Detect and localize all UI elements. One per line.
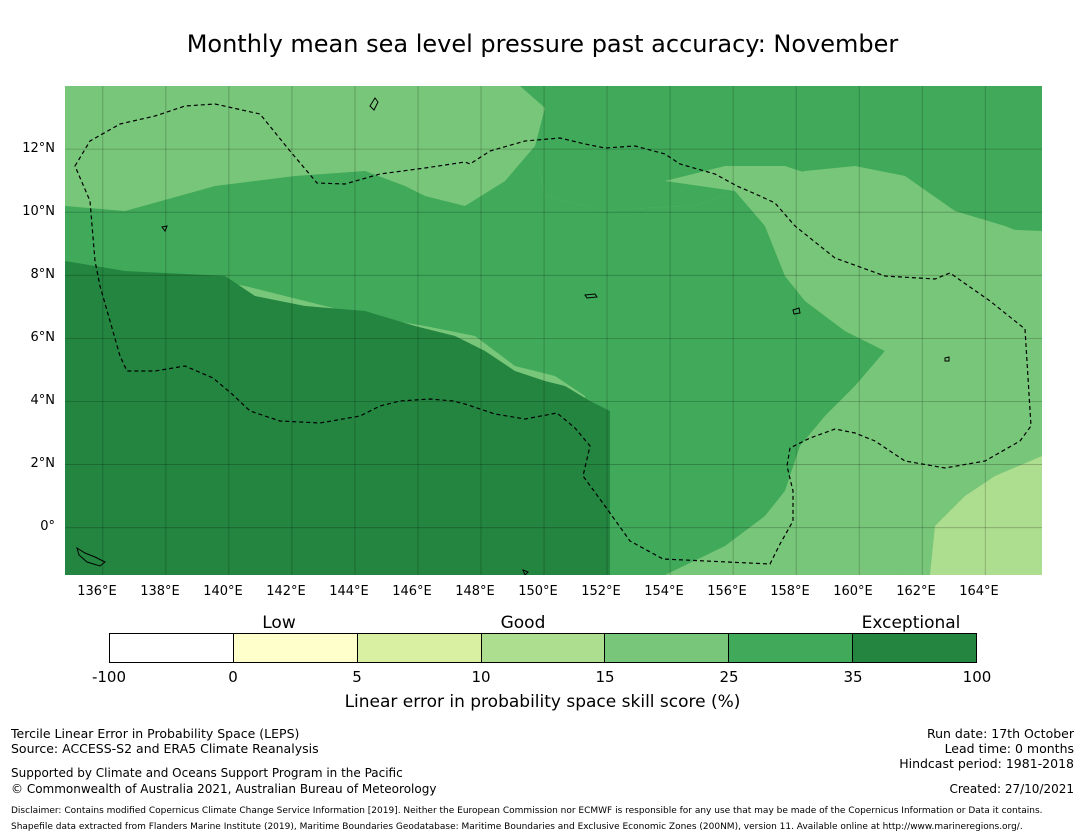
island-outline: [161, 225, 168, 233]
disclaimer: Disclaimer: Contains modified Copernicus…: [11, 806, 1043, 816]
zone-good-mid-east: [665, 166, 1042, 575]
colorbar-tick: 35: [843, 668, 863, 686]
footer-lead-time: Lead time: 0 months: [944, 741, 1074, 756]
eez-boundary: [74, 103, 1032, 565]
island-outline: [76, 546, 106, 567]
lon-label: 140°E: [203, 584, 243, 599]
colorbar-tick: 0: [228, 668, 238, 686]
colorbar-segment: [481, 634, 606, 662]
lon-label: 162°E: [896, 584, 936, 599]
footer-support: Supported by Climate and Oceans Support …: [11, 766, 403, 780]
zone-exceptional: [65, 261, 610, 575]
lon-label: 138°E: [140, 584, 180, 599]
colorbar-tick: 5: [352, 668, 362, 686]
lon-label: 150°E: [518, 584, 558, 599]
colorbar-tick: 15: [595, 668, 615, 686]
lat-label: 4°N: [30, 393, 56, 408]
lat-label: 2°N: [30, 456, 56, 471]
island-outline: [522, 569, 529, 575]
footer-run-date: Run date: 17th October: [926, 726, 1074, 741]
lon-label: 160°E: [833, 584, 873, 599]
lon-label: 152°E: [581, 584, 621, 599]
colorbar-segment: [233, 634, 358, 662]
island-outlines: [76, 97, 950, 575]
map-gridlines: [65, 86, 1042, 575]
colorbar-segment: [357, 634, 482, 662]
shapefile-credit: Shapefile data extracted from Flanders M…: [11, 822, 1023, 832]
colorbar-segment: [729, 634, 854, 662]
lon-label: 142°E: [266, 584, 306, 599]
colorbar-title: Linear error in probability space skill …: [344, 692, 741, 712]
lat-label: 12°N: [22, 141, 55, 156]
footer-method: Tercile Linear Error in Probability Spac…: [11, 726, 300, 741]
lon-label: 148°E: [455, 584, 495, 599]
lat-label: 8°N: [30, 267, 56, 282]
lon-label: 158°E: [770, 584, 810, 599]
zone-good-low-southeast: [930, 456, 1042, 575]
lat-label: 0°: [40, 519, 55, 534]
lon-label: 146°E: [392, 584, 432, 599]
zone-good-high-central: [65, 146, 885, 575]
zone-good-high-east: [520, 86, 1042, 241]
footer-created: Created: 27/10/2021: [949, 782, 1074, 796]
skill-map: [65, 86, 1042, 575]
lon-label: 164°E: [959, 584, 999, 599]
colorbar-tick: 100: [962, 668, 992, 686]
lon-label: 154°E: [644, 584, 684, 599]
colorbar-tick: -100: [91, 668, 127, 686]
colorbar-segment: [853, 634, 977, 662]
colorbar-segment: [605, 634, 730, 662]
island-outline: [584, 293, 598, 299]
lat-label: 6°N: [30, 330, 56, 345]
lon-label: 136°E: [77, 584, 117, 599]
colorbar-tick: 25: [719, 668, 739, 686]
lon-label: 156°E: [707, 584, 747, 599]
chart-title: Monthly mean sea level pressure past acc…: [186, 30, 899, 58]
island-outline: [792, 307, 801, 315]
category-label-low: Low: [262, 613, 296, 633]
lat-label: 10°N: [22, 204, 55, 219]
category-label-good: Good: [500, 613, 546, 633]
category-label-exceptional: Exceptional: [861, 613, 961, 633]
footer-source: Source: ACCESS-S2 and ERA5 Climate Reana…: [11, 741, 319, 756]
footer-hindcast-period: Hindcast period: 1981-2018: [899, 756, 1074, 771]
colorbar-tick: 10: [471, 668, 491, 686]
colorbar-segment: [110, 634, 234, 662]
colorbar: [109, 633, 977, 663]
footer-copyright: © Commonwealth of Australia 2021, Austra…: [11, 782, 437, 796]
island-outline: [369, 97, 379, 111]
island-outline: [944, 356, 950, 362]
lon-label: 144°E: [329, 584, 369, 599]
